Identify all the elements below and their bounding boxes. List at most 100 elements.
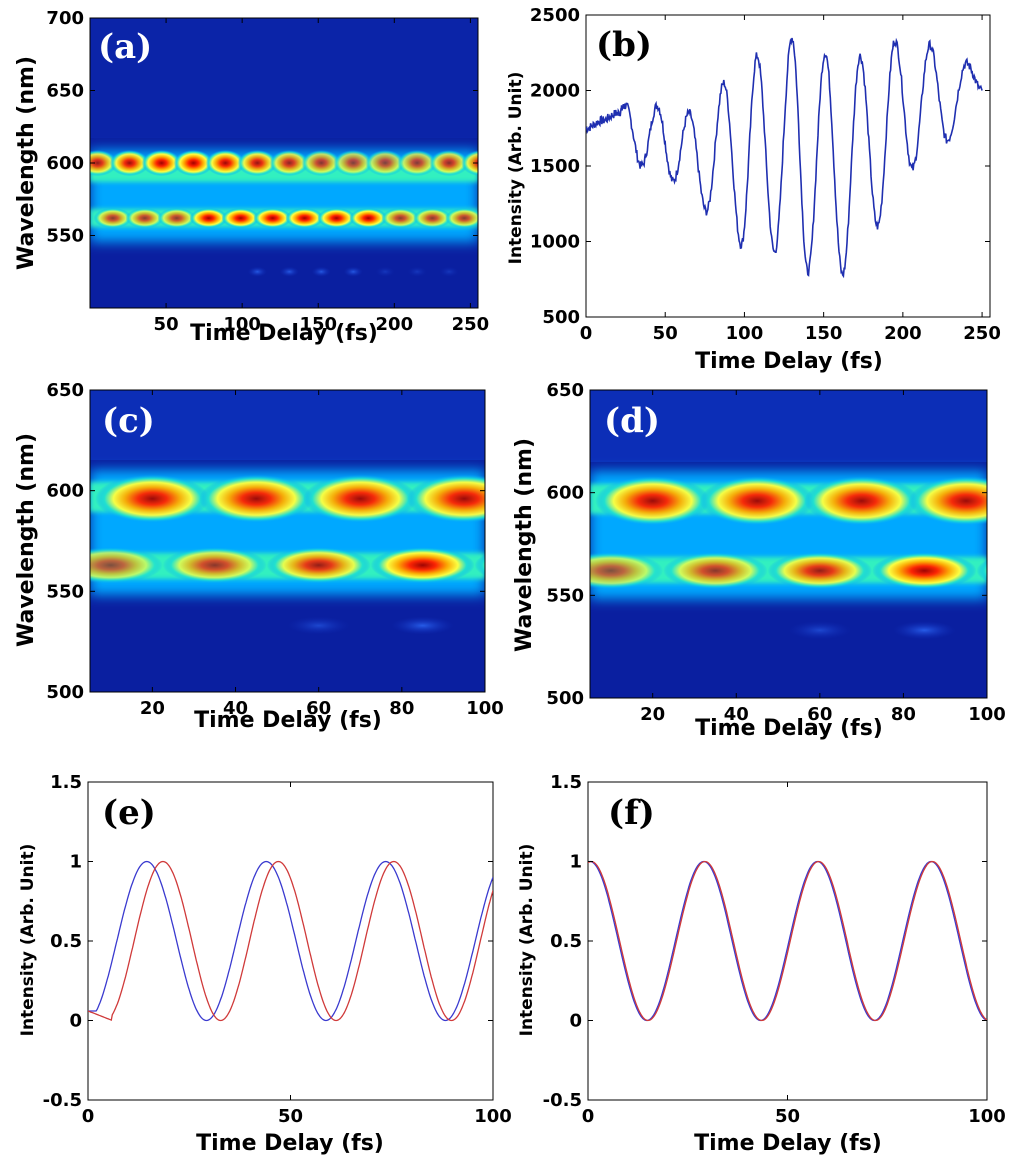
panel-label-d: (d) (604, 401, 660, 441)
panel-label-b: (b) (596, 25, 652, 65)
heatmap-spot-band2 (162, 547, 267, 584)
x-tick-label-c: 40 (223, 698, 248, 719)
heatmap-spot-band1 (303, 474, 418, 523)
heatmap-spot-band2 (767, 552, 873, 590)
x-axis-label-a: Time Delay (fs) (190, 321, 378, 346)
panel-e: 0 50 100-0.500.511.5 (e) Time Delay (fs) I… (18, 772, 512, 1156)
heatmap-spot-band1 (333, 149, 374, 177)
y-tick-label-b: 2500 (530, 5, 580, 26)
x-axis-label-b: Time Delay (fs) (695, 349, 883, 374)
y-tick-label-c: 500 (46, 682, 84, 703)
heatmap-spot-band2 (266, 547, 371, 584)
y-axis-label-b: Intensity (Arb. Unit) (506, 72, 526, 265)
heatmap-spot-band3 (375, 266, 395, 277)
axes-f-frame (587, 781, 988, 1101)
series-line-red-f (588, 860, 987, 1022)
x-tick-label-b: 50 (653, 323, 678, 344)
x-tick-label-a: 250 (452, 314, 490, 335)
heatmap-spot-band1 (141, 149, 182, 177)
heatmap-spot-band2 (253, 207, 292, 229)
x-tick-label-d: 60 (807, 704, 832, 725)
heatmap-spot-band3 (343, 266, 363, 277)
y-axis-label-a: Wavelength (nm) (14, 56, 39, 270)
y-tick-label-b: 500 (542, 307, 580, 328)
x-tick-label-c: 20 (140, 698, 165, 719)
y-tick-label-f: 0 (569, 1011, 582, 1032)
axes-c-frame (89, 389, 486, 693)
heatmap-spot-band1 (595, 476, 711, 526)
y-tick-label-b: 1000 (530, 232, 580, 253)
heatmap-spot-band2 (221, 207, 260, 229)
x-axis-label-f: Time Delay (fs) (694, 1131, 882, 1156)
panel-a: 50 100 150 200 250 550 600 650 700 (a) Time Dela… (14, 8, 490, 346)
x-tick-label-e: 100 (474, 1106, 512, 1127)
heatmap-spot-band1 (1013, 476, 1024, 525)
x-tick-label-a: 200 (376, 314, 414, 335)
y-tick-label-f: 1 (569, 852, 582, 873)
x-tick-label-c: 60 (306, 698, 331, 719)
y-tick-label-e: 0.5 (50, 931, 82, 952)
heatmap-spot-band2 (157, 207, 196, 229)
heatmap-spot-band1 (95, 474, 210, 523)
heatmap-spot-band1 (397, 149, 437, 177)
heatmap-spot-band1 (173, 149, 214, 177)
y-tick-label-b: 1500 (530, 156, 580, 177)
y-axis-label-f: Intensity (Arb. Unit) (517, 844, 537, 1037)
y-tick-label-f: -0.5 (543, 1090, 582, 1111)
y-tick-label-f: 1.5 (550, 772, 582, 793)
x-tick-label-f: 0 (582, 1106, 595, 1127)
heatmap-spot-band1 (205, 149, 246, 177)
heatmap-d-spots (590, 476, 1024, 640)
heatmap-spot-band2 (317, 207, 356, 229)
heatmap-spot-band2 (413, 207, 452, 229)
y-tick-label-e: 1 (69, 852, 82, 873)
series-line-red-e (88, 860, 493, 1022)
heatmap-spot-band1 (461, 150, 478, 176)
heatmap-spot-band3 (311, 266, 331, 277)
y-tick-label-d: 500 (546, 688, 584, 709)
x-tick-label-c: 100 (466, 698, 504, 719)
panel-b: 0 50 100 150 200 250 500 1000 1500 2000 2500 (b) T… (506, 5, 1001, 374)
x-tick-label-d: 40 (724, 704, 749, 725)
x-tick-label-d: 100 (968, 704, 1006, 725)
series-line-blue-f (588, 860, 987, 1022)
y-tick-label-c: 550 (46, 581, 84, 602)
heatmap-spot-band2 (125, 207, 164, 229)
heatmap-spot-band2 (976, 559, 987, 582)
panel-label-a: (a) (98, 27, 152, 67)
x-axis-label-c: Time Delay (fs) (194, 708, 382, 733)
x-tick-label-a: 100 (223, 314, 261, 335)
y-axis-label-d: Wavelength (nm) (512, 438, 537, 652)
heatmap-spot-band3 (287, 616, 350, 635)
heatmap-spot-band1 (407, 474, 485, 523)
heatmap-spot-band2 (370, 547, 475, 584)
x-axis-label-e: Time Delay (fs) (196, 1131, 384, 1156)
y-tick-label-d: 600 (546, 483, 584, 504)
x-tick-label-b: 200 (884, 323, 922, 344)
y-tick-label-e: 1.5 (50, 772, 82, 793)
x-axis-label-d: Time Delay (fs) (695, 716, 883, 741)
y-tick-label-e: 0 (69, 1011, 82, 1032)
heatmap-spot-band1 (429, 149, 469, 177)
x-tick-label-a: 150 (299, 314, 337, 335)
panel-label-e: (e) (102, 793, 156, 833)
heatmap-a-spots (90, 149, 478, 277)
x-tick-label-d: 80 (891, 704, 916, 725)
x-tick-label-b: 250 (963, 323, 1001, 344)
x-tick-label-e: 0 (82, 1106, 95, 1127)
y-axis-label-e: Intensity (Arb. Unit) (18, 844, 38, 1037)
heatmap-spot-band2 (349, 207, 388, 229)
heatmap-spot-band2 (381, 207, 420, 229)
heatmap-spot-band2 (663, 552, 768, 590)
x-tick-label-f: 50 (775, 1106, 800, 1127)
y-tick-label-c: 650 (46, 380, 84, 401)
heatmap-spot-band2 (590, 552, 664, 590)
y-tick-label-a: 600 (46, 153, 84, 174)
panel-f: 0 50 100-0.500.511.5 (f) Time Delay (fs) I… (517, 772, 1006, 1156)
heatmap-spot-band2 (189, 207, 228, 229)
heatmap-spot-band1 (908, 476, 987, 526)
y-tick-label-b: 2000 (530, 81, 580, 102)
heatmap-spot-band1 (269, 149, 310, 177)
heatmap-spot-band3 (788, 621, 852, 640)
x-tick-label-c: 80 (389, 698, 414, 719)
